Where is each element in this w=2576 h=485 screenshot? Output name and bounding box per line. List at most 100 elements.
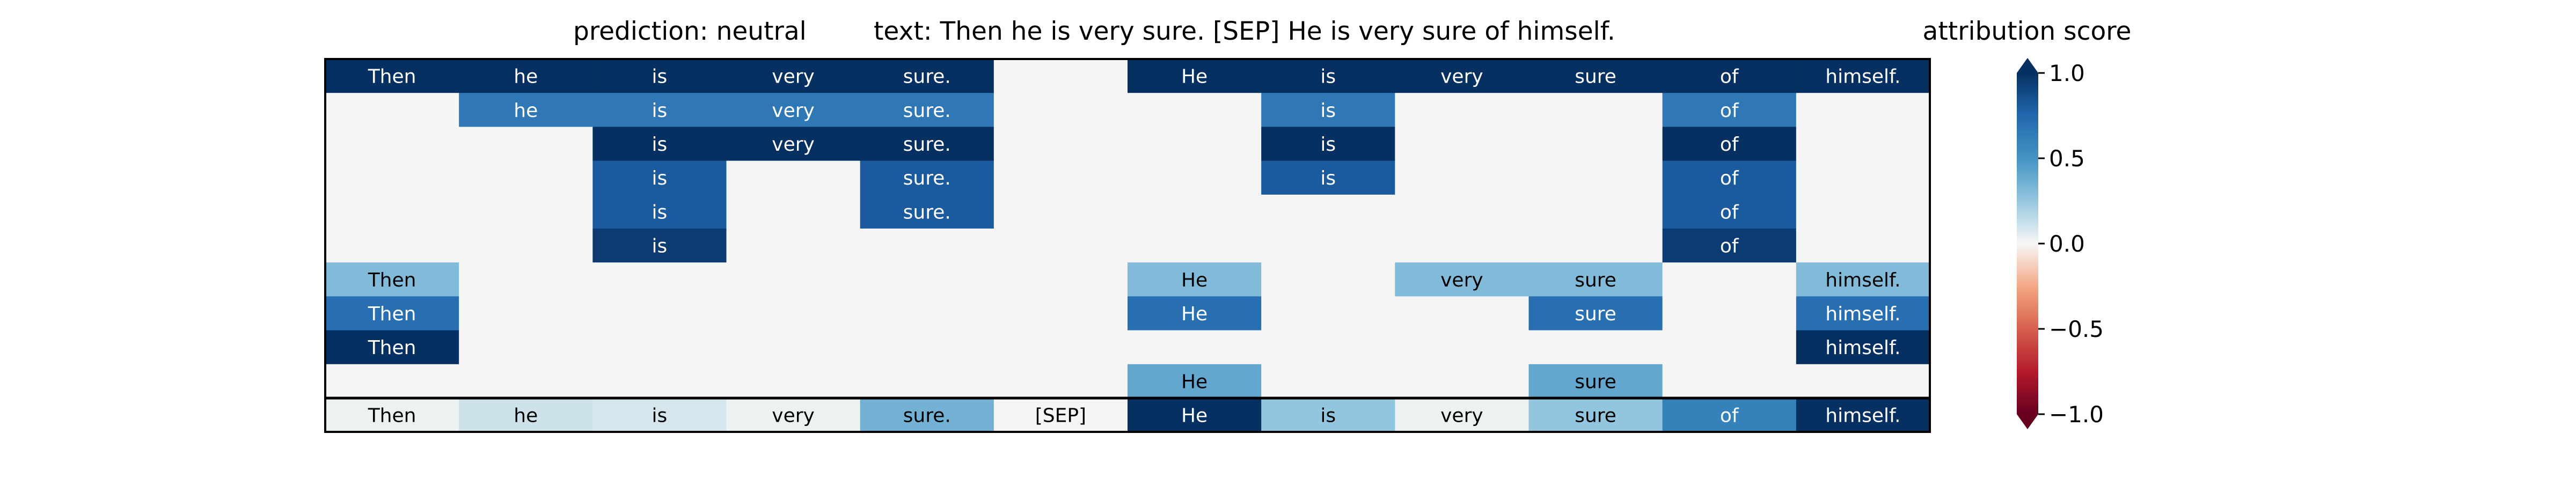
heatmap-cell	[459, 364, 593, 399]
heatmap-cell	[592, 160, 727, 195]
summary-token-label: is	[1320, 405, 1336, 427]
heatmap-cell	[860, 127, 994, 161]
heatmap-cell	[592, 127, 727, 161]
heatmap-cell	[1261, 296, 1395, 331]
token-label: is	[1320, 167, 1336, 189]
heatmap-cell	[1528, 262, 1663, 297]
heatmap-cell	[726, 127, 861, 161]
heatmap-cell	[459, 296, 593, 331]
token-label: of	[1720, 201, 1739, 223]
heatmap-cell	[1261, 229, 1395, 263]
summary-token-label: sure	[1575, 405, 1616, 427]
token-label: is	[652, 236, 668, 258]
summary-cell	[459, 398, 593, 432]
token-label: Then	[368, 66, 416, 88]
heatmap-cell	[1128, 93, 1262, 127]
token-label: He	[1181, 371, 1208, 393]
heatmap-cell	[726, 296, 861, 331]
heatmap-cell	[1662, 262, 1797, 297]
heatmap-cell	[1662, 59, 1797, 93]
summary-token-label: very	[1440, 405, 1483, 427]
heatmap-cell	[1796, 364, 1930, 399]
token-label: sure	[1575, 371, 1616, 393]
summary-cell	[726, 398, 861, 432]
summary-cell	[1128, 398, 1262, 432]
token-label: of	[1720, 167, 1739, 189]
token-label: is	[652, 66, 668, 88]
heatmap-cell	[592, 194, 727, 229]
token-label: is	[652, 134, 668, 156]
heatmap-cell	[860, 229, 994, 263]
colorbar-title: attribution score	[1923, 17, 2132, 46]
heatmap-cell	[1528, 296, 1663, 331]
heatmap-cell	[325, 127, 459, 161]
summary-cell	[592, 398, 727, 432]
token-label: sure.	[903, 100, 951, 122]
heatmap-cell	[1261, 127, 1395, 161]
heatmap-cell	[1128, 194, 1262, 229]
heatmap-cell	[1128, 296, 1262, 331]
token-label: Then	[368, 303, 416, 325]
heatmap-cell	[459, 229, 593, 263]
heatmap-cell	[1796, 262, 1930, 297]
colorbar-ticks: 1.0 0.5 0.0 −0.5 −1.0	[2038, 60, 2104, 428]
heatmap-cell	[1796, 229, 1930, 263]
token-label: sure.	[903, 201, 951, 223]
heatmap-cell	[459, 160, 593, 195]
heatmap-cell	[592, 262, 727, 297]
heatmap-cell	[325, 364, 459, 399]
heatmap-cell	[592, 364, 727, 399]
summary-token-label: [SEP]	[1035, 405, 1086, 427]
colorbar-tick-label: 1.0	[2049, 60, 2085, 86]
token-label: of	[1720, 100, 1739, 122]
heatmap-cell	[1395, 229, 1529, 263]
heatmap-cell	[726, 229, 861, 263]
heatmap-cell	[1528, 127, 1663, 161]
heatmap-cell	[1261, 364, 1395, 399]
heatmap-cell	[325, 296, 459, 331]
colorbar: 1.0 0.5 0.0 −0.5 −1.0	[2017, 58, 2104, 429]
heatmap-cell	[592, 59, 727, 93]
heatmap-cell	[1128, 229, 1262, 263]
heatmap-cell	[726, 364, 861, 399]
heatmap-cell	[1662, 160, 1797, 195]
heatmap-cell	[1528, 93, 1663, 127]
token-label: himself.	[1825, 337, 1900, 359]
heatmap-cell	[1395, 93, 1529, 127]
heatmap-cell	[459, 262, 593, 297]
summary-token-label: very	[772, 405, 815, 427]
heatmap-cell	[993, 160, 1128, 195]
token-label: sure.	[903, 167, 951, 189]
heatmap-cell	[1128, 364, 1262, 399]
heatmap-cell	[1662, 330, 1797, 365]
heatmap-cell	[860, 160, 994, 195]
heatmap-cell	[860, 93, 994, 127]
heatmap-frame	[324, 58, 1931, 433]
heatmap-cell	[993, 93, 1128, 127]
token-label: of	[1720, 134, 1739, 156]
colorbar-tick-label: 0.5	[2049, 145, 2085, 172]
heatmap-cell	[1395, 59, 1529, 93]
heatmap-cell	[726, 160, 861, 195]
heatmap-cell	[1395, 330, 1529, 365]
token-label: He	[1181, 303, 1208, 325]
heatmap-cell	[1662, 229, 1797, 263]
heatmap-cell	[1261, 262, 1395, 297]
colorbar-tick-label: 0.0	[2049, 231, 2085, 257]
heatmap-cell	[459, 127, 593, 161]
heatmap-cell	[592, 330, 727, 365]
heatmap-cell	[993, 59, 1128, 93]
summary-cell	[860, 398, 994, 432]
heatmap-cell	[860, 330, 994, 365]
token-label: is	[652, 100, 668, 122]
token-label: is	[652, 167, 668, 189]
heatmap-cell	[1796, 330, 1930, 365]
heatmap-cell	[459, 194, 593, 229]
heatmap-cell	[325, 330, 459, 365]
token-label: He	[1181, 66, 1208, 88]
summary-token-label: Then	[368, 405, 416, 427]
colorbar-bottom-extend	[2017, 414, 2038, 429]
heatmap-cell	[459, 59, 593, 93]
